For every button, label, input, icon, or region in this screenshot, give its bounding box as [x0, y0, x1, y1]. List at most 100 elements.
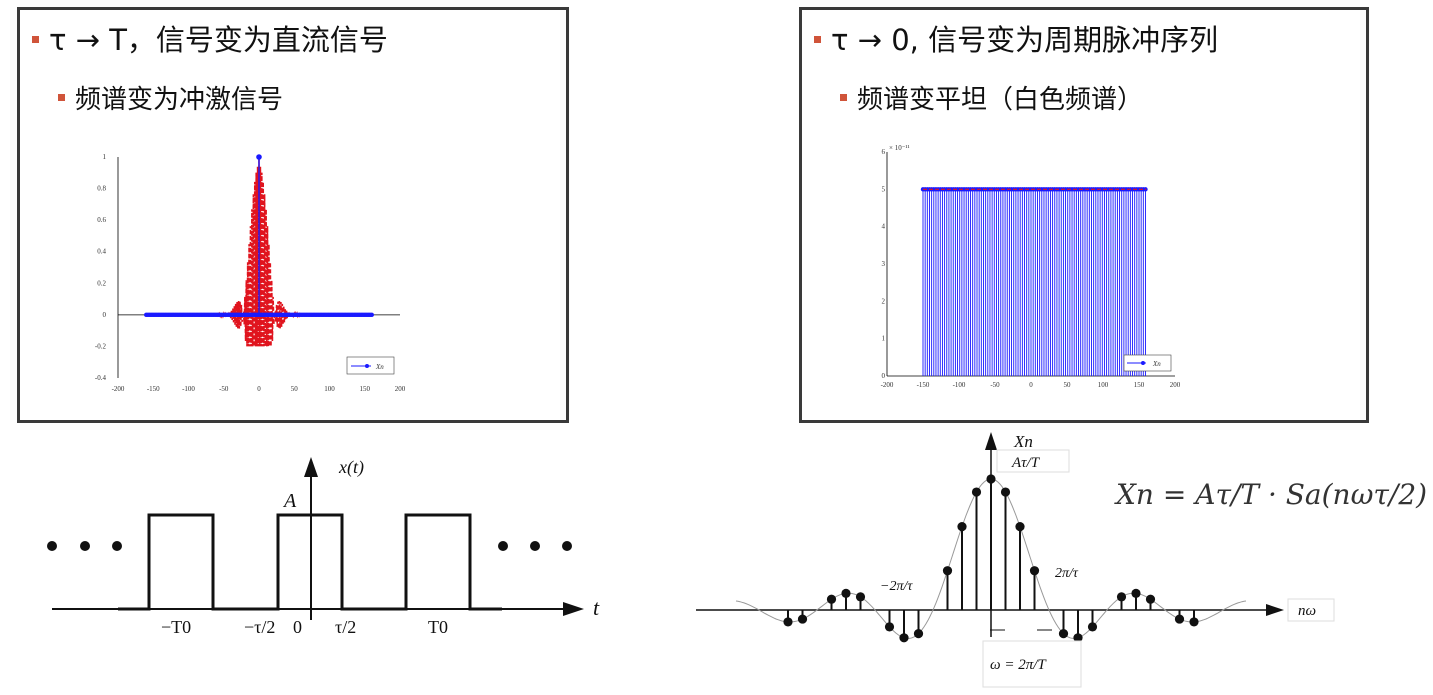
spectrum-magnitude-arrow — [985, 432, 997, 450]
bullet-marker — [32, 35, 39, 43]
spectrum-stem-marker — [1058, 628, 1069, 639]
spectrum-peak-label: Aτ/T — [1011, 455, 1041, 471]
left-chart-y-tick-label: 0.4 — [97, 248, 106, 256]
right-chart-y-tick-label: 3 — [882, 260, 886, 268]
spectrum-right-zero-label: 2π/τ — [1055, 566, 1079, 581]
sampled-spectrum-diagram: Xn Aτ/T nω −2π/τ 2π/τ ω = 2π/T — [696, 432, 1335, 688]
pulse-time-arrow — [563, 602, 584, 616]
spectrum-stem-marker — [899, 633, 909, 643]
spectrum-left-zero-label: −2π/τ — [880, 579, 913, 594]
omega-label-box — [982, 640, 1082, 688]
right-chart-x-tick-label: 100 — [1098, 381, 1109, 389]
right-chart-legend: Xn — [1123, 354, 1172, 372]
left-chart-x-tick-label: -100 — [182, 385, 195, 393]
left-chart-x-tick-label: -200 — [112, 385, 125, 393]
right-chart-x-tick-label: -200 — [881, 381, 894, 389]
pulse-tick-neg-half-tau: −τ/2 — [244, 617, 275, 637]
spectrum-ylabel: Xn — [1013, 432, 1033, 451]
spectrum-stem-marker — [826, 594, 837, 604]
bullet-marker — [58, 94, 65, 101]
right-bullet-sub-text: 频谱变平坦（白色频谱） — [857, 85, 1144, 115]
left-chart-y-tick-label: -0.4 — [95, 374, 107, 382]
right-chart-x-tick-label: 0 — [1029, 381, 1033, 389]
pulse-tick-zero: 0 — [293, 617, 302, 637]
spectrum-stem-marker — [1029, 566, 1040, 576]
pulse-tick-T0: T0 — [428, 617, 448, 637]
pulse-ellipsis-right — [498, 541, 572, 551]
left-chart-x-tick-label: -50 — [219, 385, 229, 393]
spectrum-formula: Xn = Aτ/T · Sa(nωτ/2) — [1116, 478, 1428, 511]
left-slide-panel: τ → T，信号变为直流信号 频谱变为冲激信号 1 0.8 0.6 0.4 0.2 0 -0… — [17, 7, 569, 423]
right-bullet-main-text: τ → 0, 信号变为周期脉冲序列 — [831, 23, 1219, 57]
spectrum-stem-marker — [942, 566, 953, 576]
left-chart-x-tick-label: 50 — [291, 385, 299, 393]
right-chart-x-tick-label: 150 — [1134, 381, 1145, 389]
right-chart-legend-marker — [1141, 361, 1145, 365]
right-chart-x-tick-label: 50 — [1064, 381, 1072, 389]
bullet-marker — [840, 94, 847, 101]
left-chart-legend-marker — [365, 364, 369, 368]
left-chart-y-tick-label: 0.6 — [97, 216, 106, 224]
spectrum-stem-marker — [783, 617, 793, 627]
spectrum-stem-marker — [1189, 617, 1199, 627]
right-slide-panel: τ → 0, 信号变为周期脉冲序列 频谱变平坦（白色频谱） 6 5 4 3 2 1 0 × 1… — [799, 7, 1369, 423]
spectrum-omega-label: ω = 2π/T — [990, 657, 1047, 673]
right-chart-y-tick-label: 2 — [882, 297, 886, 305]
pulse-tick-half-tau: τ/2 — [335, 617, 356, 637]
right-chart-y-tick-label: 1 — [882, 335, 886, 343]
left-chart-y-tick-label: 0.2 — [97, 279, 106, 287]
right-chart-legend-label: Xn — [1152, 360, 1161, 368]
left-bullet-main-text: τ → T，信号变为直流信号 — [49, 23, 388, 57]
left-chart-y-tick-label: -0.2 — [95, 342, 107, 350]
pulse-amplitude-arrow — [304, 457, 318, 477]
right-chart-x-tick-label: -150 — [917, 381, 930, 389]
spectrum-stem-marker — [957, 522, 967, 532]
pulse-ylabel: x(t) — [338, 457, 364, 478]
spectrum-stem-marker — [1131, 588, 1141, 598]
spectrum-stems — [783, 474, 1199, 643]
right-chart-x-tick-label: 200 — [1170, 381, 1181, 389]
left-chart-x-tick-label: 200 — [395, 385, 406, 393]
left-chart-y-tick-label: 0.8 — [97, 185, 106, 193]
spectrum-stem-marker — [1145, 594, 1156, 604]
right-chart-scale-label: × 10⁻¹¹ — [889, 144, 910, 152]
xlabel-box — [1287, 598, 1335, 622]
spectrum-stem-marker — [855, 592, 866, 602]
pulse-train-diagram: x(t) A t −T0 −τ/2 0 τ/2 T0 — [47, 457, 600, 637]
left-chart-legend-label: Xn — [375, 363, 384, 371]
left-chart-x-tick-label: -150 — [147, 385, 160, 393]
right-chart-y-tick-label: 0 — [882, 372, 886, 380]
left-bullet-sub-text: 频谱变为冲激信号 — [75, 85, 284, 115]
spectrum-stem-marker — [797, 614, 808, 624]
bullet-marker — [814, 35, 821, 43]
left-chart-x-tick-label: 100 — [324, 385, 335, 393]
spectrum-stem-marker — [1073, 633, 1083, 643]
right-bullet-main: τ → 0, 信号变为周期脉冲序列 — [814, 22, 1218, 58]
spectrum-stem-marker — [841, 588, 851, 598]
pulse-amplitude-label: A — [282, 490, 297, 512]
spectrum-stem-marker — [971, 487, 982, 497]
right-chart-y-tick-label: 5 — [882, 185, 886, 193]
spectrum-stem-marker — [884, 622, 895, 632]
spectrum-stem-marker — [1015, 522, 1025, 532]
left-chart-x-tick-label: 150 — [360, 385, 371, 393]
left-chart-legend: Xn — [346, 356, 395, 375]
right-chart-y-tick-label: 6 — [882, 148, 886, 156]
right-chart-y-tick-label: 4 — [882, 223, 886, 231]
spectrum-frequency-arrow — [1266, 604, 1284, 616]
left-chart-peak-marker — [256, 154, 262, 160]
right-chart-x-tick-label: -50 — [990, 381, 1000, 389]
spectrum-stem-marker — [986, 474, 996, 484]
left-bullet-main: τ → T，信号变为直流信号 — [32, 22, 388, 58]
left-chart-y-tick-label: 1 — [103, 153, 107, 161]
left-chart-y-tick-label: 0 — [103, 311, 107, 319]
peak-label-box — [996, 449, 1070, 473]
spectrum-stem-marker — [1087, 622, 1098, 632]
spectrum-stem-marker — [913, 628, 924, 639]
left-bullet-sub: 频谱变为冲激信号 — [58, 82, 283, 118]
spectrum-stem-marker — [1000, 487, 1011, 497]
pulse-tick-neg-T0: −T0 — [161, 617, 191, 637]
right-chart-legend-box — [1123, 354, 1172, 372]
pulse-ellipsis-left — [47, 541, 122, 551]
spectrum-stem-marker — [1116, 592, 1127, 602]
